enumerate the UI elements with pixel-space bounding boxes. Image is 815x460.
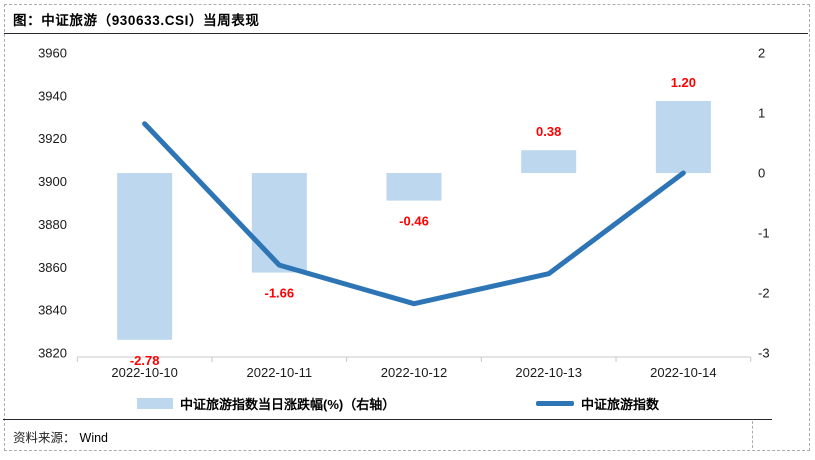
left-axis-tick-label: 3900 — [38, 174, 67, 189]
bar-data-label: 0.38 — [536, 124, 561, 139]
bar-data-label: -0.46 — [399, 214, 429, 229]
title-divider — [4, 33, 808, 34]
x-axis-category-label: 2022-10-10 — [111, 365, 178, 380]
right-axis-tick-label: 1 — [758, 106, 765, 121]
footer-cell-divider — [752, 421, 753, 448]
left-axis-tick-label: 3960 — [38, 46, 67, 61]
bar-2022-10-10 — [117, 173, 173, 340]
right-axis-tick-label: 2 — [758, 46, 765, 61]
left-axis-tick-label: 3840 — [38, 303, 67, 318]
legend-item-line-series: 中证旅游指数 — [536, 392, 659, 414]
source-note: 资料来源： Wind — [13, 427, 108, 446]
bar-data-label: -1.66 — [264, 286, 294, 301]
right-axis-tick-label: 0 — [758, 166, 765, 181]
left-axis-tick-label: 3920 — [38, 131, 67, 146]
line-swatch-icon — [536, 400, 574, 406]
x-axis-category-label: 2022-10-12 — [381, 365, 448, 380]
x-axis-category-label: 2022-10-11 — [247, 365, 313, 380]
left-axis-tick-label: 3860 — [38, 260, 67, 275]
figure-title: 图：中证旅游（930633.CSI）当周表现 — [13, 13, 260, 28]
x-axis-category-label: 2022-10-13 — [515, 365, 582, 380]
x-axis-category-label: 2022-10-14 — [650, 365, 717, 380]
index-line — [142, 121, 686, 307]
left-axis-tick-label: 3940 — [38, 88, 67, 103]
right-axis-tick-label: -3 — [758, 346, 770, 361]
source-divider — [3, 419, 772, 420]
right-axis-tick-label: -1 — [758, 226, 770, 241]
legend-item-bar-series: 中证旅游指数当日涨跌幅(%)（右轴） — [137, 392, 395, 414]
chart-legend: 中证旅游指数当日涨跌幅(%)（右轴） 中证旅游指数 — [0, 392, 815, 414]
chart-canvas: 3960 3940 3920 3900 3880 3860 3840 3820 2 1 0 -1 -2 -… — [38, 46, 770, 381]
bar-data-label: 1.20 — [671, 75, 696, 90]
source-value: Wind — [79, 431, 108, 445]
bar-2022-10-12 — [386, 173, 442, 201]
source-label: 资料来源： — [13, 431, 76, 445]
bar-2022-10-14 — [655, 101, 711, 173]
right-axis-tick-label: -2 — [758, 286, 770, 301]
bar-swatch-icon — [137, 397, 173, 409]
left-axis-tick-label: 3820 — [38, 346, 67, 361]
legend-bar-label: 中证旅游指数当日涨跌幅(%)（右轴） — [180, 396, 396, 412]
bar-2022-10-13 — [521, 150, 577, 173]
bar-2022-10-11 — [251, 173, 307, 273]
legend-line-label: 中证旅游指数 — [581, 396, 660, 412]
left-axis-tick-label: 3880 — [38, 217, 67, 232]
bar-data-label: -2.78 — [130, 353, 160, 368]
